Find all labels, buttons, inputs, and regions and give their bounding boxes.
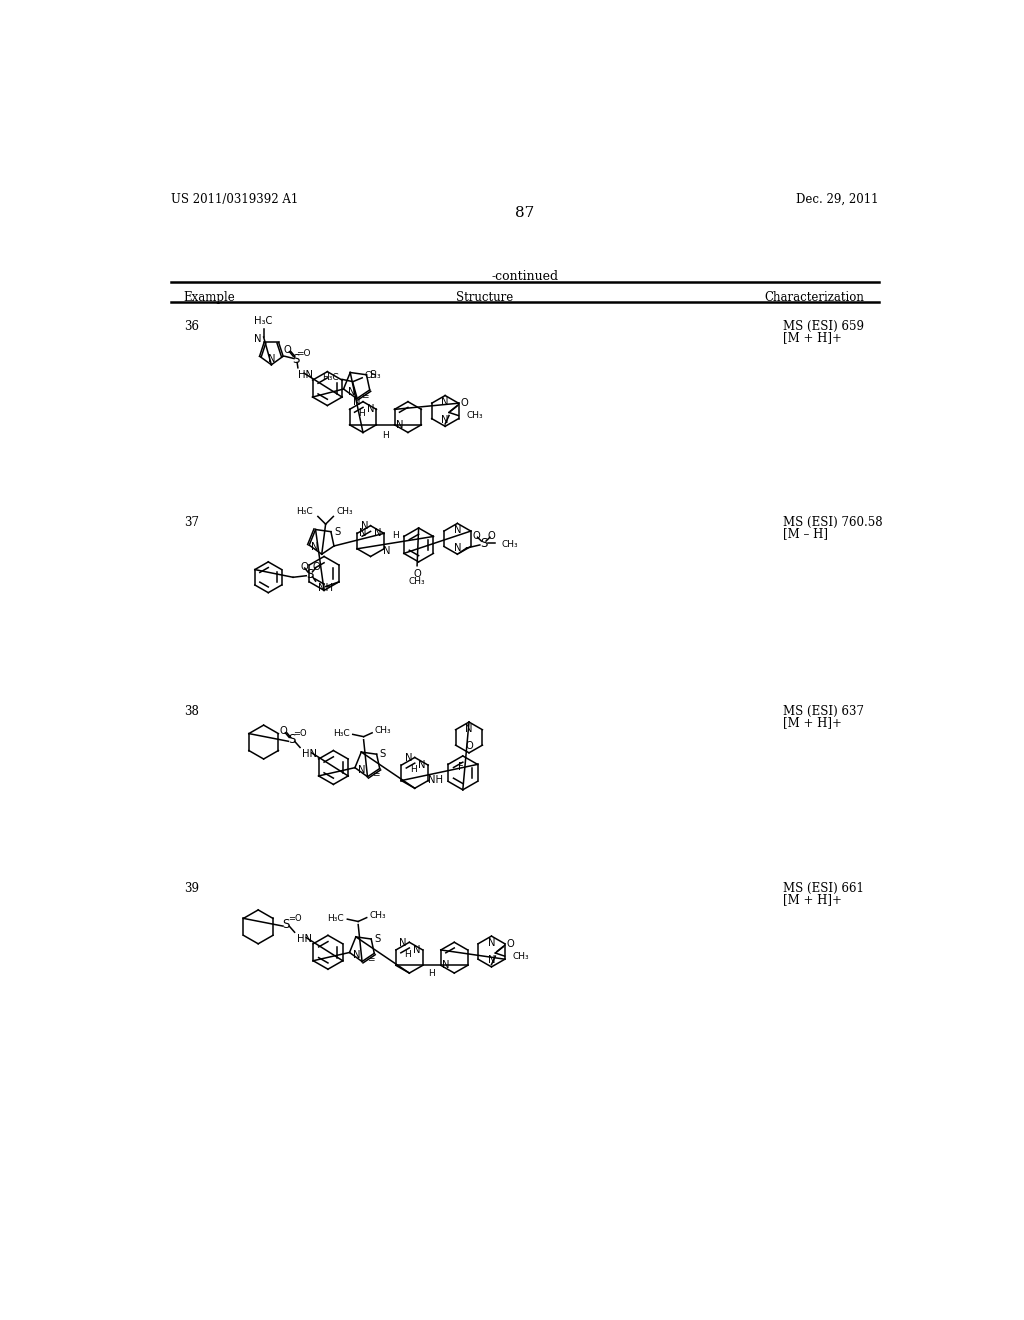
Text: N: N bbox=[358, 528, 367, 539]
Text: O: O bbox=[300, 561, 308, 572]
Text: H: H bbox=[404, 950, 412, 958]
Text: S: S bbox=[283, 917, 290, 931]
Text: N: N bbox=[348, 387, 355, 397]
Text: S: S bbox=[288, 733, 295, 746]
Text: =O: =O bbox=[293, 729, 307, 738]
Text: =: = bbox=[367, 954, 374, 964]
Text: Structure: Structure bbox=[456, 290, 513, 304]
Text: N: N bbox=[374, 528, 382, 539]
Text: F: F bbox=[458, 762, 463, 772]
Text: S: S bbox=[480, 537, 487, 550]
Text: H₃C: H₃C bbox=[333, 729, 349, 738]
Text: N: N bbox=[441, 414, 449, 425]
Text: N: N bbox=[465, 725, 473, 734]
Text: O: O bbox=[465, 741, 473, 751]
Text: H₃C: H₃C bbox=[323, 374, 339, 383]
Text: MS (ESI) 637: MS (ESI) 637 bbox=[783, 705, 864, 718]
Text: H₃C: H₃C bbox=[254, 317, 272, 326]
Text: 36: 36 bbox=[183, 321, 199, 333]
Text: CH₃: CH₃ bbox=[337, 507, 353, 516]
Text: =O: =O bbox=[288, 913, 301, 923]
Text: N: N bbox=[311, 543, 318, 552]
Text: HN: HN bbox=[298, 370, 313, 380]
Text: H: H bbox=[358, 409, 365, 418]
Text: H₃C: H₃C bbox=[297, 507, 313, 516]
Text: N: N bbox=[454, 525, 461, 535]
Text: =: = bbox=[360, 392, 369, 401]
Text: 87: 87 bbox=[515, 206, 535, 220]
Text: N: N bbox=[419, 760, 426, 770]
Text: S: S bbox=[292, 352, 299, 366]
Text: CH₃: CH₃ bbox=[466, 411, 482, 420]
Text: [M + H]+: [M + H]+ bbox=[783, 331, 842, 345]
Text: O: O bbox=[312, 561, 321, 572]
Text: [M – H]: [M – H] bbox=[783, 527, 827, 540]
Text: O: O bbox=[472, 531, 480, 541]
Text: O: O bbox=[487, 531, 496, 541]
Text: N: N bbox=[254, 334, 261, 343]
Text: O: O bbox=[461, 399, 468, 408]
Text: N: N bbox=[487, 956, 496, 965]
Text: HN: HN bbox=[297, 933, 312, 944]
Text: O: O bbox=[284, 345, 292, 355]
Text: N: N bbox=[396, 420, 403, 430]
Text: CH₃: CH₃ bbox=[409, 577, 425, 586]
Text: N: N bbox=[358, 766, 366, 775]
Text: O: O bbox=[414, 569, 421, 578]
Text: [M + H]+: [M + H]+ bbox=[783, 892, 842, 906]
Text: S: S bbox=[306, 568, 313, 581]
Text: N: N bbox=[353, 397, 360, 408]
Text: Example: Example bbox=[183, 290, 236, 304]
Text: 37: 37 bbox=[183, 516, 199, 529]
Text: N: N bbox=[487, 937, 496, 948]
Text: Characterization: Characterization bbox=[764, 290, 864, 304]
Text: N: N bbox=[413, 945, 421, 954]
Text: =O: =O bbox=[296, 350, 311, 359]
Text: MS (ESI) 659: MS (ESI) 659 bbox=[783, 321, 864, 333]
Text: 38: 38 bbox=[183, 705, 199, 718]
Text: US 2011/0319392 A1: US 2011/0319392 A1 bbox=[171, 193, 298, 206]
Text: CH₃: CH₃ bbox=[369, 911, 386, 920]
Text: H: H bbox=[382, 430, 389, 440]
Text: N: N bbox=[454, 543, 461, 553]
Text: H₃C: H₃C bbox=[328, 913, 344, 923]
Text: O: O bbox=[280, 726, 288, 735]
Text: N: N bbox=[399, 939, 407, 948]
Text: -continued: -continued bbox=[492, 271, 558, 282]
Text: NH: NH bbox=[317, 583, 333, 594]
Text: N: N bbox=[360, 521, 369, 532]
Text: 39: 39 bbox=[183, 882, 199, 895]
Text: N: N bbox=[367, 404, 374, 414]
Text: N: N bbox=[267, 354, 275, 364]
Text: HN: HN bbox=[302, 748, 317, 759]
Text: MS (ESI) 760.58: MS (ESI) 760.58 bbox=[783, 516, 883, 529]
Text: S: S bbox=[370, 370, 376, 380]
Text: NH: NH bbox=[428, 775, 443, 785]
Text: O: O bbox=[507, 939, 515, 949]
Text: N: N bbox=[442, 961, 450, 970]
Text: S: S bbox=[334, 527, 340, 537]
Text: N: N bbox=[353, 950, 360, 960]
Text: N: N bbox=[383, 545, 390, 556]
Text: H: H bbox=[410, 766, 417, 774]
Text: CH₃: CH₃ bbox=[375, 726, 391, 735]
Text: [M + H]+: [M + H]+ bbox=[783, 715, 842, 729]
Text: Dec. 29, 2011: Dec. 29, 2011 bbox=[797, 193, 879, 206]
Text: S: S bbox=[380, 750, 386, 759]
Text: N: N bbox=[404, 754, 413, 763]
Text: MS (ESI) 661: MS (ESI) 661 bbox=[783, 882, 864, 895]
Text: CH₃: CH₃ bbox=[502, 540, 518, 549]
Text: H: H bbox=[392, 531, 398, 540]
Text: N: N bbox=[441, 397, 449, 407]
Text: CH₃: CH₃ bbox=[512, 952, 529, 961]
Text: =: = bbox=[372, 770, 380, 779]
Text: H: H bbox=[428, 969, 435, 978]
Text: CH₃: CH₃ bbox=[365, 371, 381, 380]
Text: S: S bbox=[375, 935, 381, 944]
